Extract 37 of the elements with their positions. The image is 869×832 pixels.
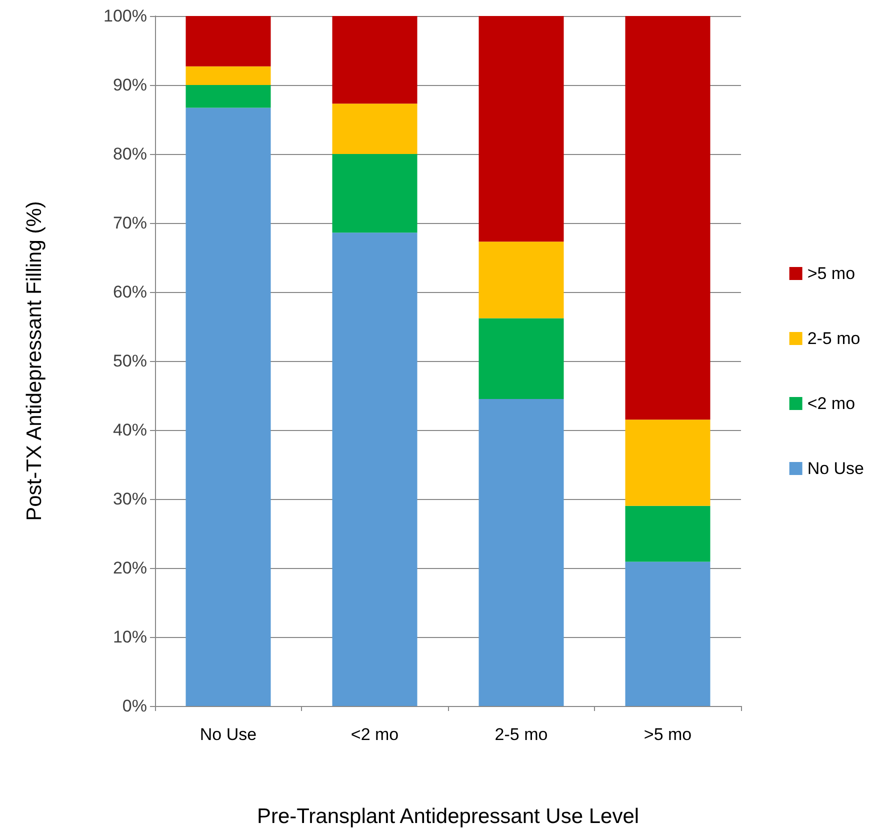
x-axis-title: Pre-Transplant Antidepressant Use Level: [256, 805, 640, 828]
y-tick-label: 20%: [112, 558, 147, 578]
x-tick-label: No Use: [200, 725, 257, 744]
bar: [625, 16, 710, 420]
bar: [478, 318, 564, 399]
y-tick-label: 50%: [112, 352, 147, 370]
bar: [186, 108, 271, 706]
bar: [478, 16, 564, 242]
bar: [186, 16, 271, 66]
x-tick-label: 2-5 mo: [494, 725, 548, 744]
bar: [332, 154, 418, 233]
bar: [332, 232, 418, 706]
bar: [625, 420, 710, 506]
y-tick-label: 30%: [112, 490, 147, 508]
bar: [332, 104, 418, 154]
y-tick-label: 60%: [112, 282, 147, 302]
bar: [478, 242, 564, 318]
y-tick-label: 40%: [112, 420, 147, 440]
bar: [625, 506, 710, 562]
y-tick-label: 90%: [112, 76, 147, 94]
bar: [186, 85, 271, 108]
bar: [332, 16, 418, 104]
legend-label: 2-5 mo: [807, 329, 860, 348]
y-axis-title: Post-TX Antidepressant Filling (%): [23, 201, 46, 521]
legend-label: No Use: [807, 459, 864, 478]
x-tick-label: >5 mo: [644, 725, 692, 744]
y-tick-label: 80%: [112, 144, 147, 164]
y-tick-label: 0%: [122, 696, 147, 716]
x-tick-label: <2 mo: [350, 725, 399, 744]
legend-label: <2 mo: [807, 394, 856, 413]
y-tick-label: 100%: [104, 6, 147, 26]
bar: [478, 398, 564, 706]
bar: [625, 562, 710, 706]
bar: [186, 66, 271, 85]
legend-label: >5 mo: [807, 264, 856, 283]
y-tick-label: 70%: [112, 214, 147, 232]
y-tick-label: 10%: [112, 628, 147, 646]
